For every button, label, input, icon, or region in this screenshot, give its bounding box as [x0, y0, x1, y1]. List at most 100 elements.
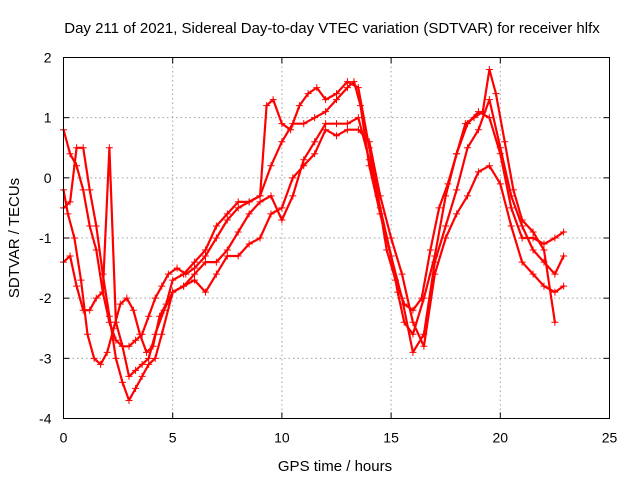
- data-point: [431, 258, 439, 266]
- data-point: [99, 288, 107, 296]
- data-point: [278, 138, 286, 146]
- data-point: [267, 192, 275, 200]
- x-tick-label: 20: [493, 430, 509, 446]
- data-point: [435, 204, 443, 212]
- data-point: [560, 282, 568, 290]
- data-point: [212, 258, 220, 266]
- data-point: [86, 186, 94, 194]
- data-point: [66, 150, 74, 158]
- data-point: [145, 312, 153, 320]
- data-point: [278, 216, 286, 224]
- data-point: [444, 180, 452, 188]
- data-point: [64, 210, 72, 218]
- data-point: [132, 366, 140, 374]
- data-point: [492, 90, 500, 98]
- y-tick-label: -1: [39, 230, 52, 246]
- data-point: [551, 234, 559, 242]
- data-point: [507, 222, 515, 230]
- data-point: [333, 120, 340, 128]
- chart-title: Day 211 of 2021, Sidereal Day-to-day VTE…: [64, 20, 600, 37]
- data-point: [125, 342, 133, 350]
- data-point: [287, 126, 295, 134]
- data-point: [132, 384, 140, 392]
- data-point: [409, 306, 417, 314]
- data-point: [295, 102, 303, 110]
- data-point: [322, 108, 330, 116]
- data-point: [151, 294, 159, 302]
- data-point: [118, 378, 126, 386]
- data-point: [289, 192, 297, 200]
- x-axis-label: GPS time / hours: [278, 458, 392, 475]
- y-tick-label: -4: [39, 411, 52, 427]
- data-point: [289, 174, 297, 182]
- data-point: [234, 198, 242, 206]
- data-point: [125, 396, 133, 404]
- data-point: [551, 270, 559, 278]
- data-point: [145, 360, 153, 368]
- data-point: [479, 108, 487, 116]
- data-point: [234, 252, 242, 260]
- data-point: [223, 246, 231, 254]
- x-tick-label: 10: [274, 430, 290, 446]
- data-point: [256, 192, 264, 200]
- data-point: [191, 270, 199, 278]
- y-tick-label: -3: [39, 350, 52, 366]
- data-point: [409, 318, 417, 326]
- data-point: [212, 270, 220, 278]
- data-point: [169, 276, 177, 284]
- x-tick-label: 0: [60, 430, 68, 446]
- data-point: [79, 186, 87, 194]
- data-point: [453, 210, 461, 218]
- data-point: [245, 210, 253, 218]
- data-point: [269, 96, 277, 104]
- data-point: [263, 102, 271, 110]
- data-point: [529, 228, 537, 236]
- data-point: [343, 120, 351, 128]
- data-point: [256, 198, 264, 206]
- data-point: [191, 276, 199, 284]
- data-point: [540, 246, 548, 254]
- data-point: [333, 96, 340, 104]
- data-point: [350, 78, 358, 86]
- data-point: [333, 90, 340, 98]
- data-point: [151, 354, 159, 362]
- data-point: [92, 222, 100, 230]
- data-point: [70, 234, 78, 242]
- data-point: [164, 270, 172, 278]
- data-point: [110, 324, 118, 332]
- data-point: [518, 234, 526, 242]
- data-series: [60, 66, 568, 404]
- data-point: [391, 276, 399, 284]
- data-point: [343, 126, 351, 134]
- data-point: [453, 186, 461, 194]
- data-point: [162, 300, 170, 308]
- data-point: [485, 66, 493, 74]
- data-point: [173, 264, 181, 272]
- data-point: [518, 258, 526, 266]
- data-point: [86, 222, 94, 230]
- data-point: [496, 144, 504, 152]
- data-point: [343, 78, 351, 86]
- data-point: [125, 372, 133, 380]
- data-point: [256, 234, 264, 242]
- data-point: [234, 204, 242, 212]
- y-tick-label: 0: [44, 170, 52, 186]
- y-tick-label: -2: [39, 290, 52, 306]
- data-point: [191, 264, 199, 272]
- data-point: [485, 96, 493, 104]
- data-point: [278, 120, 286, 128]
- data-point: [540, 282, 548, 290]
- data-point: [97, 360, 105, 368]
- x-tick-label: 15: [383, 430, 399, 446]
- y-tick-label: 2: [44, 50, 52, 66]
- data-point: [180, 270, 188, 278]
- data-point: [560, 228, 568, 236]
- series-track-2: [60, 96, 568, 404]
- data-point: [149, 342, 157, 350]
- data-point: [470, 114, 478, 122]
- data-point: [123, 294, 131, 302]
- series-track-3: [60, 126, 568, 380]
- y-tick-label: 1: [44, 110, 52, 126]
- series-track-4: [60, 66, 559, 368]
- data-point: [311, 150, 319, 158]
